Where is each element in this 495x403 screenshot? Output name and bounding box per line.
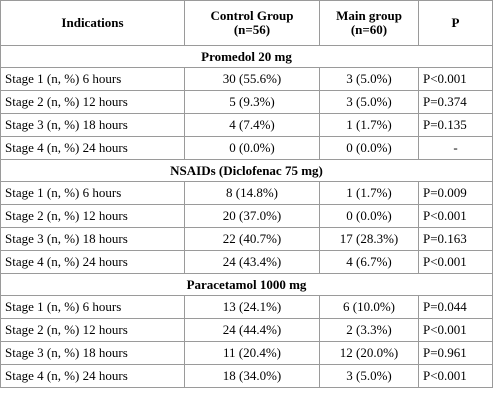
table-row: Stage 1 (n, %) 6 hours 30 (55.6%) 3 (5.0%)… (0, 67, 493, 91)
section-title: Paracetamol 1000 mg (0, 273, 493, 296)
p-value-cell: P<0.001 (418, 67, 493, 91)
table-row: Stage 3 (n, %) 18 hours 11 (20.4%) 12 (20.… (0, 341, 493, 365)
header-control-group: Control Group (n=56) (184, 0, 320, 46)
p-value-cell: P=0.163 (418, 227, 493, 251)
table-header-row: Indications Control Group (n=56) Main gr… (0, 0, 493, 46)
main-group-cell: 17 (28.3%) (319, 227, 419, 251)
section-header-row: Promedol 20 mg (0, 45, 493, 68)
table-row: Stage 3 (n, %) 18 hours 4 (7.4%) 1 (1.7%) P… (0, 113, 493, 137)
main-group-cell: 12 (20.0%) (319, 341, 419, 365)
p-value-cell: - (418, 136, 493, 160)
indication-cell: Stage 3 (n, %) 18 hours (0, 113, 185, 137)
header-control-group-n: (n=56) (233, 22, 271, 37)
p-value-cell: P=0.961 (418, 341, 493, 365)
p-value-cell: P=0.374 (418, 90, 493, 114)
header-main-group-n: (n=60) (350, 22, 388, 37)
indication-cell: Stage 2 (n, %) 12 hours (0, 204, 185, 228)
main-group-cell: 3 (5.0%) (319, 67, 419, 91)
control-group-cell: 13 (24.1%) (184, 295, 320, 319)
main-group-cell: 4 (6.7%) (319, 250, 419, 274)
header-main-group: Main group (n=60) (319, 0, 419, 46)
control-group-cell: 20 (37.0%) (184, 204, 320, 228)
main-group-cell: 3 (5.0%) (319, 364, 419, 388)
indication-cell: Stage 4 (n, %) 24 hours (0, 136, 185, 160)
control-group-cell: 4 (7.4%) (184, 113, 320, 137)
control-group-cell: 24 (43.4%) (184, 250, 320, 274)
indications-table: Indications Control Group (n=56) Main gr… (0, 0, 493, 388)
p-value-cell: P<0.001 (418, 204, 493, 228)
indication-cell: Stage 1 (n, %) 6 hours (0, 181, 185, 205)
indication-cell: Stage 3 (n, %) 18 hours (0, 227, 185, 251)
table-row: Stage 2 (n, %) 12 hours 20 (37.0%) 0 (0.0%… (0, 204, 493, 228)
table-row: Stage 1 (n, %) 6 hours 8 (14.8%) 1 (1.7%) P… (0, 181, 493, 205)
main-group-cell: 2 (3.3%) (319, 318, 419, 342)
header-p-label: P (451, 15, 460, 30)
p-value-cell: P=0.009 (418, 181, 493, 205)
table-body: Promedol 20 mg Stage 1 (n, %) 6 hours 30 (… (0, 45, 493, 388)
table-row: Stage 4 (n, %) 24 hours 0 (0.0%) 0 (0.0%) - (0, 136, 493, 160)
main-group-cell: 6 (10.0%) (319, 295, 419, 319)
table-row: Stage 2 (n, %) 12 hours 5 (9.3%) 3 (5.0%) P… (0, 90, 493, 114)
header-p: P (418, 0, 493, 46)
table-row: Stage 4 (n, %) 24 hours 18 (34.0%) 3 (5.0%… (0, 364, 493, 388)
control-group-cell: 5 (9.3%) (184, 90, 320, 114)
p-value-cell: P=0.044 (418, 295, 493, 319)
main-group-cell: 1 (1.7%) (319, 113, 419, 137)
main-group-cell: 0 (0.0%) (319, 204, 419, 228)
table-row: Stage 3 (n, %) 18 hours 22 (40.7%) 17 (28.… (0, 227, 493, 251)
section-title: NSAIDs (Diclofenac 75 mg) (0, 159, 493, 182)
indication-cell: Stage 1 (n, %) 6 hours (0, 67, 185, 91)
indication-cell: Stage 3 (n, %) 18 hours (0, 341, 185, 365)
table-row: Stage 4 (n, %) 24 hours 24 (43.4%) 4 (6.7%… (0, 250, 493, 274)
header-control-group-label: Control Group (210, 8, 294, 23)
main-group-cell: 3 (5.0%) (319, 90, 419, 114)
header-main-group-label: Main group (336, 8, 402, 23)
section-header-row: NSAIDs (Diclofenac 75 mg) (0, 159, 493, 182)
p-value-cell: P=0.135 (418, 113, 493, 137)
p-value-cell: P<0.001 (418, 364, 493, 388)
p-value-cell: P<0.001 (418, 250, 493, 274)
indication-cell: Stage 2 (n, %) 12 hours (0, 90, 185, 114)
p-value-cell: P<0.001 (418, 318, 493, 342)
header-indications: Indications (0, 0, 185, 46)
control-group-cell: 11 (20.4%) (184, 341, 320, 365)
indication-cell: Stage 2 (n, %) 12 hours (0, 318, 185, 342)
header-indications-label: Indications (61, 15, 124, 30)
indication-cell: Stage 4 (n, %) 24 hours (0, 364, 185, 388)
main-group-cell: 1 (1.7%) (319, 181, 419, 205)
indication-cell: Stage 1 (n, %) 6 hours (0, 295, 185, 319)
control-group-cell: 0 (0.0%) (184, 136, 320, 160)
control-group-cell: 30 (55.6%) (184, 67, 320, 91)
control-group-cell: 18 (34.0%) (184, 364, 320, 388)
section-header-row: Paracetamol 1000 mg (0, 273, 493, 296)
control-group-cell: 8 (14.8%) (184, 181, 320, 205)
table-row: Stage 1 (n, %) 6 hours 13 (24.1%) 6 (10.0%… (0, 295, 493, 319)
table-row: Stage 2 (n, %) 12 hours 24 (44.4%) 2 (3.3%… (0, 318, 493, 342)
section-title: Promedol 20 mg (0, 45, 493, 68)
control-group-cell: 22 (40.7%) (184, 227, 320, 251)
indication-cell: Stage 4 (n, %) 24 hours (0, 250, 185, 274)
main-group-cell: 0 (0.0%) (319, 136, 419, 160)
control-group-cell: 24 (44.4%) (184, 318, 320, 342)
